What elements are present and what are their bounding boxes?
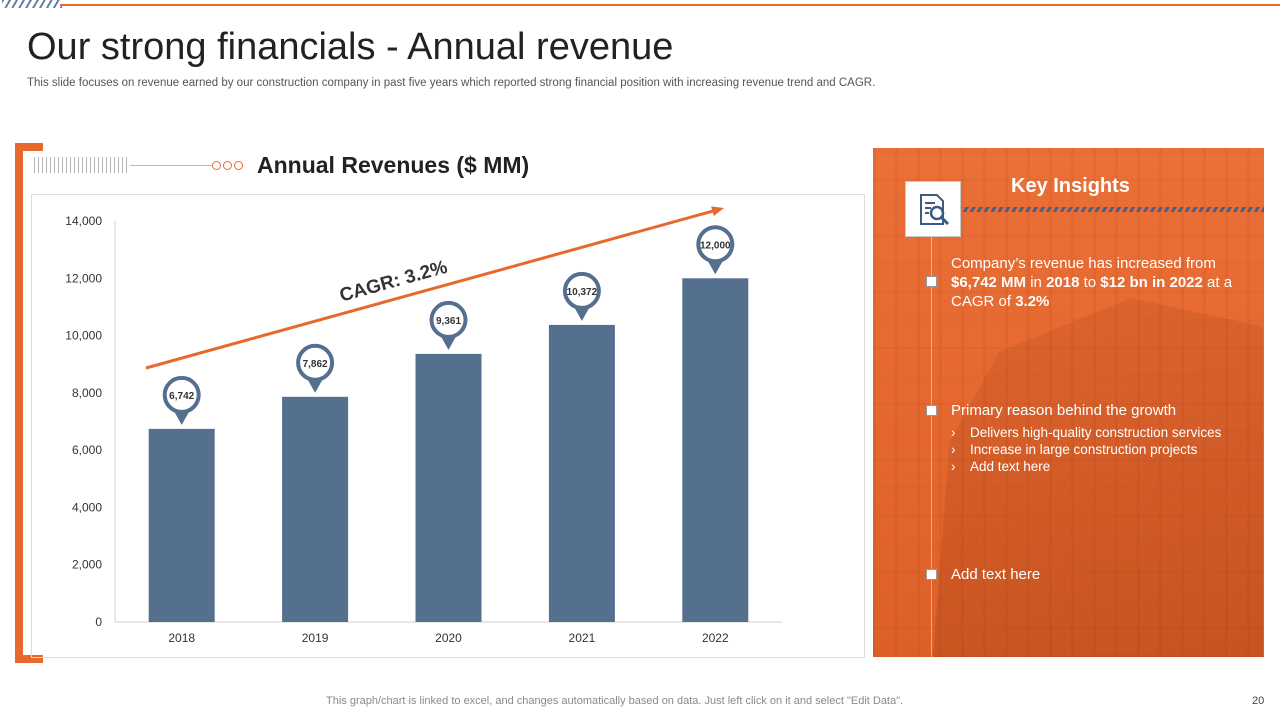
document-search-icon <box>920 194 950 226</box>
x-tick-label: 2020 <box>435 631 462 645</box>
insights-timeline-line <box>931 237 932 657</box>
insight-checkbox <box>926 405 937 416</box>
y-tick-label: 8,000 <box>72 386 102 400</box>
decorative-ticks <box>34 157 128 173</box>
decorative-dot <box>212 161 221 170</box>
data-label: 7,862 <box>303 359 328 370</box>
insight-sub-item: › Increase in large construction projects <box>951 442 1198 457</box>
data-label: 10,372 <box>567 287 598 298</box>
bar-2021 <box>548 324 615 622</box>
insight-checkbox <box>926 276 937 287</box>
y-tick-label: 2,000 <box>72 558 102 572</box>
panel-accent-bar <box>15 143 23 663</box>
key-insights-panel: Key Insights Company’s revenue has incre… <box>873 148 1264 657</box>
data-label: 12,000 <box>700 240 731 251</box>
chart-frame[interactable]: 0 2,000 4,000 6,000 8,000 10,000 12,000 14,000 2… <box>31 194 865 658</box>
top-hatch-decoration <box>2 0 62 8</box>
insights-dash-line <box>961 207 1264 212</box>
cagr-arrow-head <box>711 206 724 217</box>
data-pin <box>562 271 601 310</box>
y-tick-label: 12,000 <box>65 271 102 285</box>
panel-accent-bottom <box>15 655 43 663</box>
insight-revenue-growth: Company’s revenue has increased from $6,… <box>951 255 1233 310</box>
data-pin <box>296 343 335 382</box>
y-tick-label: 0 <box>95 615 102 629</box>
y-tick-label: 6,000 <box>72 443 102 457</box>
x-tick-label: 2018 <box>168 631 195 645</box>
bar-2020 <box>415 353 482 622</box>
building-background-image <box>933 298 1263 657</box>
decorative-dot <box>234 161 243 170</box>
bar-2022 <box>682 278 749 622</box>
footer-note: This graph/chart is linked to excel, and… <box>326 695 904 707</box>
insights-icon-box <box>905 181 961 237</box>
cagr-arrow-line <box>145 208 717 370</box>
y-tick-label: 4,000 <box>72 500 102 514</box>
page-number: 20 <box>1252 695 1265 707</box>
bar-2018 <box>148 428 215 622</box>
data-pin <box>162 375 201 414</box>
insight-sub-item: › Delivers high-quality construction serv… <box>951 425 1222 440</box>
decorative-dot <box>223 161 232 170</box>
revenue-bar-chart[interactable]: 0 2,000 4,000 6,000 8,000 10,000 12,000 14,000 2… <box>32 195 866 659</box>
chart-title: Annual Revenues ($ MM) <box>257 152 530 178</box>
slide-title: Our strong financials - Annual revenue <box>27 26 674 68</box>
decorative-line <box>130 165 212 166</box>
slide-subtitle: This slide focuses on revenue earned by … <box>27 77 876 89</box>
bar-2019 <box>282 396 349 622</box>
insight-growth-reason: Primary reason behind the growth <box>951 402 1177 419</box>
top-accent-line <box>60 4 1280 6</box>
x-tick-label: 2019 <box>302 631 329 645</box>
y-tick-label: 10,000 <box>65 329 102 343</box>
panel-accent-top <box>15 143 43 151</box>
data-pin <box>696 225 735 264</box>
x-tick-label: 2022 <box>702 631 729 645</box>
data-pin <box>429 300 468 339</box>
y-tick-label: 14,000 <box>65 214 102 228</box>
x-tick-label: 2021 <box>569 631 596 645</box>
insight-sub-item: › Add text here <box>951 459 1051 474</box>
data-label: 6,742 <box>169 391 194 402</box>
insight-checkbox <box>926 569 937 580</box>
data-label: 9,361 <box>436 316 461 327</box>
insight-add-text: Add text here <box>951 566 1041 583</box>
insights-title: Key Insights <box>1011 175 1130 197</box>
